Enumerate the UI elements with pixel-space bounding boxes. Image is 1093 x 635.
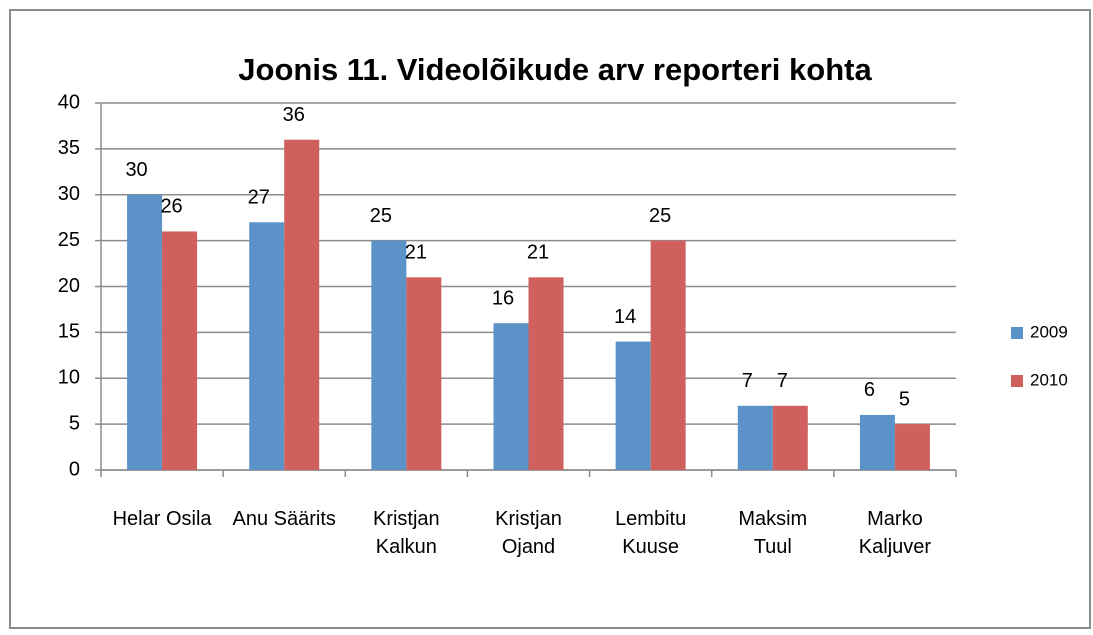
y-tick-label: 10 [58, 367, 80, 389]
y-tick-label: 20 [58, 275, 80, 297]
bar [493, 323, 529, 470]
y-tick-label: 35 [58, 137, 80, 159]
x-tick-label: Kristjan Kalkun [372, 508, 440, 558]
data-label: 36 [283, 104, 305, 126]
y-tick-label: 15 [58, 321, 80, 343]
bar [371, 240, 407, 470]
data-label: 7 [777, 370, 788, 392]
data-label: 30 [125, 159, 147, 181]
x-tick-label: Marko Kaljuver [858, 508, 932, 558]
x-tick-label: Kristjan Ojand [495, 508, 562, 558]
bar [615, 341, 651, 470]
bar [737, 405, 773, 470]
y-tick-label: 25 [58, 229, 80, 251]
data-label: 16 [492, 287, 514, 309]
data-label: 25 [370, 205, 392, 227]
bar [406, 277, 442, 470]
bar [127, 194, 163, 470]
x-tick-label: Anu Säärits [232, 508, 336, 530]
bar [894, 424, 930, 470]
data-label: 5 [899, 388, 910, 410]
bar [528, 277, 564, 470]
data-label: 21 [527, 242, 549, 264]
data-label: 25 [649, 205, 671, 227]
legend-swatch [1011, 327, 1023, 339]
chart-title: Joonis 11. Videolõikude arv reporteri ko… [238, 52, 872, 87]
legend-label: 2009 [1030, 322, 1068, 341]
bar [284, 139, 320, 470]
data-label: 27 [248, 187, 270, 209]
legend-label: 2010 [1030, 370, 1068, 389]
bar [859, 414, 895, 470]
data-label: 7 [742, 370, 753, 392]
bar [162, 231, 198, 470]
data-label: 21 [405, 242, 427, 264]
y-tick-label: 5 [69, 412, 80, 434]
x-tick-label: Helar Osila [112, 508, 212, 530]
y-tick-label: 0 [69, 458, 80, 480]
y-tick-label: 40 [58, 91, 80, 113]
data-label: 6 [864, 379, 875, 401]
x-tick-label: Lembitu Kuuse [615, 508, 687, 558]
bar [772, 405, 808, 470]
bar [650, 240, 686, 470]
data-label: 26 [160, 196, 182, 218]
legend-swatch [1011, 375, 1023, 387]
data-label: 14 [614, 306, 636, 328]
y-tick-label: 30 [58, 183, 80, 205]
x-tick-label: Maksim Tuul [738, 508, 808, 558]
bar [249, 222, 285, 470]
